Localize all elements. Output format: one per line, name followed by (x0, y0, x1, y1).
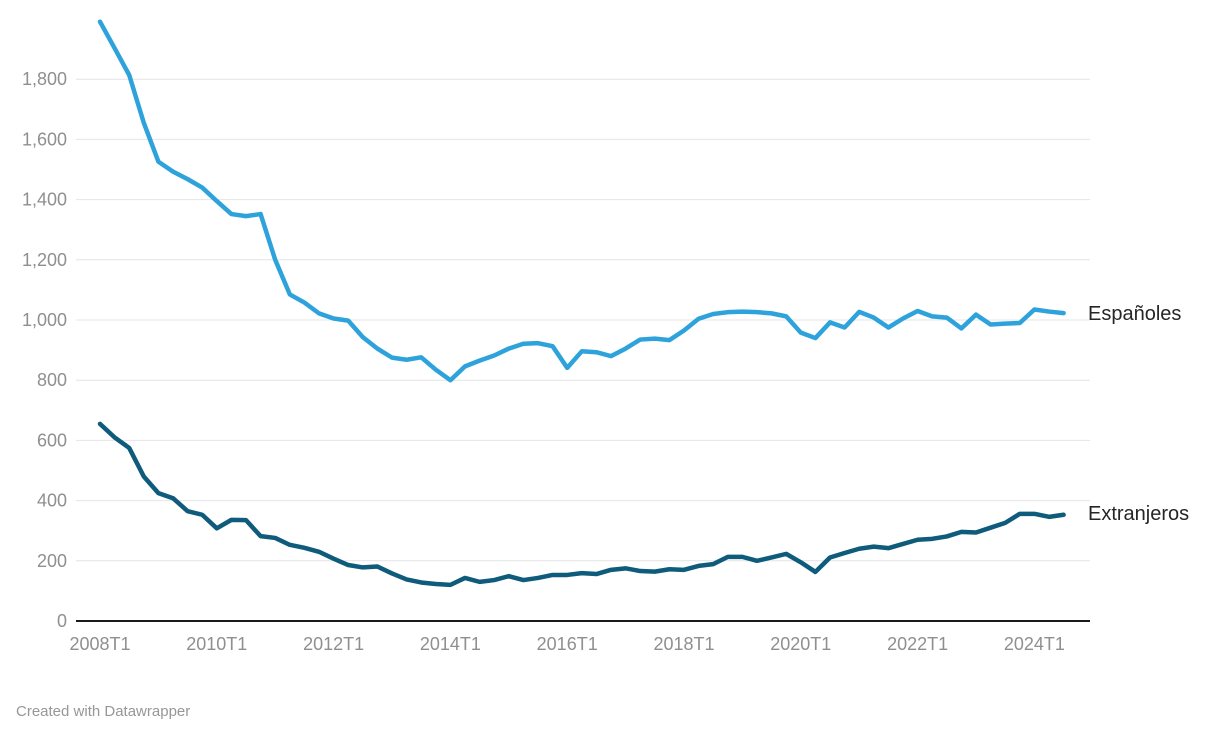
y-axis-tick-label: 1,800 (22, 69, 67, 89)
x-axis-tick-label: 2020T1 (770, 634, 831, 654)
y-axis-tick-label: 1,600 (22, 129, 67, 149)
x-axis-tick-label: 2012T1 (303, 634, 364, 654)
y-axis-tick-label: 600 (37, 430, 67, 450)
x-axis-tick-label: 2008T1 (69, 634, 130, 654)
y-axis-tick-label: 1,400 (22, 190, 67, 210)
chart-canvas: 0 200 400 600 800 1,000 1,200 1,400 1,600 1,800 20… (22, 19, 1090, 654)
y-axis-tick-label: 1,000 (22, 310, 67, 330)
x-axis-tick-label: 2016T1 (537, 634, 598, 654)
y-axis-tick-label: 800 (37, 370, 67, 390)
series-line-extranjeros (97, 421, 1066, 588)
x-axis-tick-label: 2024T1 (1004, 634, 1065, 654)
x-axis-tick-label: 2022T1 (887, 634, 948, 654)
x-axis-tick-label: 2010T1 (186, 634, 247, 654)
y-axis-tick-label: 1,200 (22, 250, 67, 270)
y-axis-tick-label: 0 (57, 611, 67, 631)
y-axis-tick-label: 200 (37, 551, 67, 571)
x-axis-tick-label: 2018T1 (653, 634, 714, 654)
x-axis-tick-label: 2014T1 (420, 634, 481, 654)
datawrapper-attribution: Created with Datawrapper (16, 703, 191, 720)
y-axis-tick-label: 400 (37, 491, 67, 511)
series-label-extranjeros: Extranjeros (1088, 503, 1190, 525)
series-label-espanoles: Españoles (1088, 303, 1182, 325)
series-line-espanoles (97, 19, 1066, 383)
